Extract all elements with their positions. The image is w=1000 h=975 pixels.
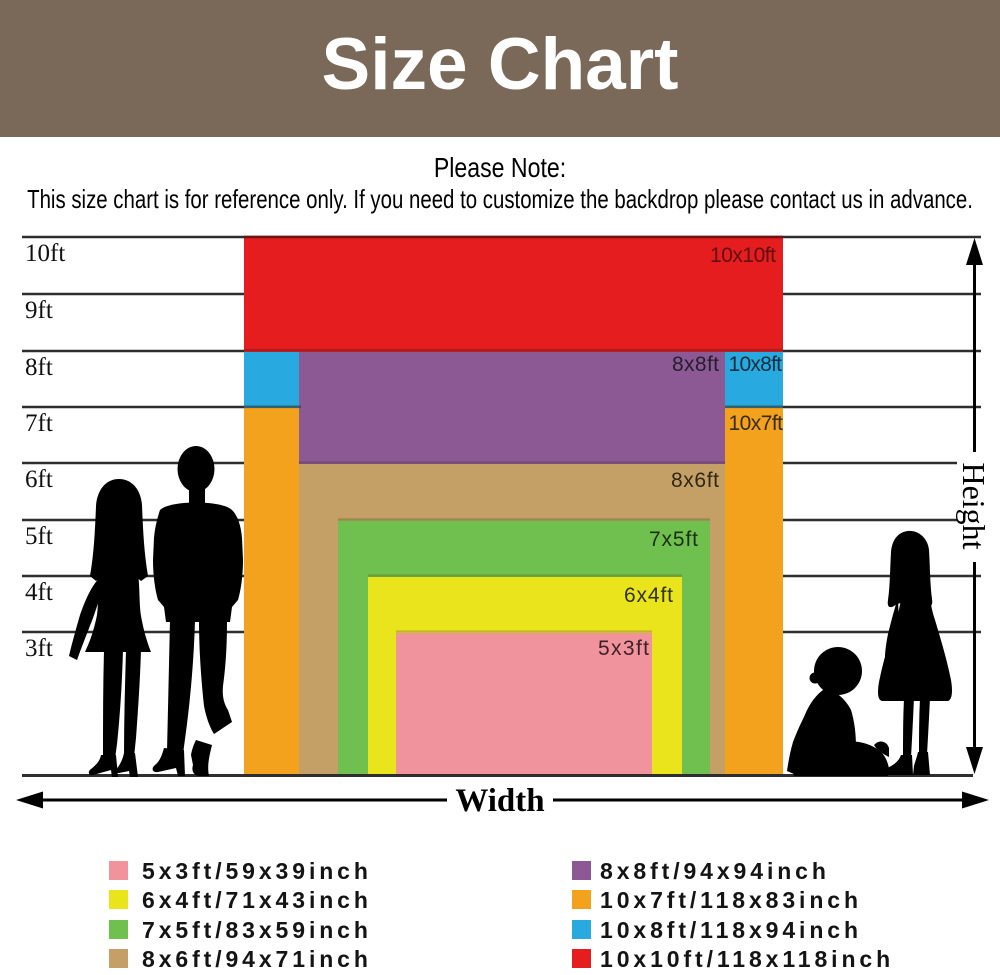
svg-text:Width: Width (455, 783, 544, 819)
svg-text:7ft: 7ft (25, 410, 53, 437)
svg-text:7x5ft: 7x5ft (649, 528, 698, 551)
svg-text:4ft: 4ft (25, 579, 53, 606)
svg-text:10x8ft: 10x8ft (729, 353, 783, 376)
svg-text:8x6ft: 8x6ft (671, 469, 719, 492)
svg-text:8x8ft: 8x8ft (672, 353, 719, 376)
svg-text:5ft: 5ft (25, 523, 53, 550)
svg-text:5x3ft: 5x3ft (598, 637, 649, 660)
svg-text:Height: Height (956, 462, 992, 549)
svg-text:10x7ft: 10x7ft (729, 412, 784, 435)
svg-text:10ft: 10ft (25, 240, 65, 267)
svg-text:6ft: 6ft (25, 466, 53, 493)
svg-text:10x10ft: 10x10ft (710, 244, 776, 267)
svg-text:9ft: 9ft (25, 297, 53, 324)
svg-text:6x4ft: 6x4ft (624, 584, 673, 607)
svg-text:3ft: 3ft (25, 635, 53, 662)
svg-text:8ft: 8ft (25, 354, 53, 381)
